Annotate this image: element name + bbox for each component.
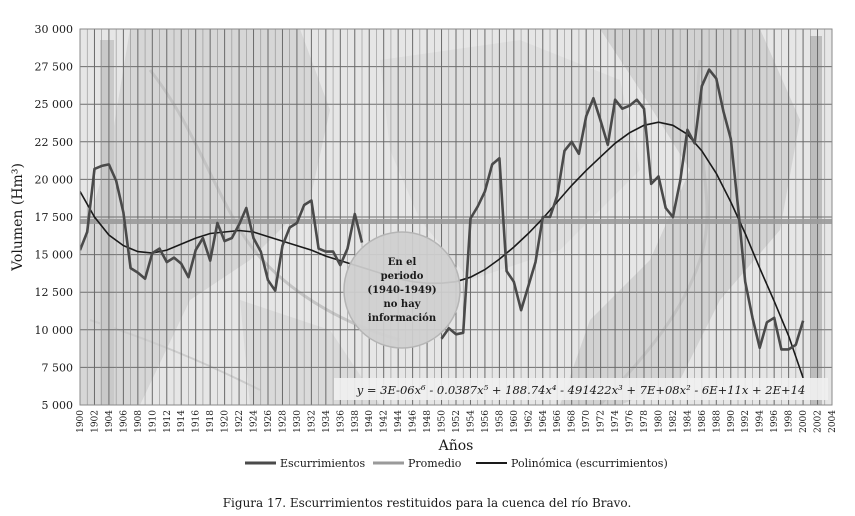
x-tick-label: 1914 bbox=[177, 410, 187, 433]
x-tick-label: 1906 bbox=[119, 410, 129, 433]
y-tick-label: 25 000 bbox=[35, 98, 74, 111]
y-tick-label: 5 000 bbox=[42, 399, 74, 412]
figure-caption: Figura 17. Escurrimientos restituidos pa… bbox=[223, 496, 632, 510]
x-tick-label: 1992 bbox=[741, 410, 751, 433]
x-tick-label: 1936 bbox=[336, 410, 346, 433]
y-tick-label: 27 500 bbox=[35, 61, 74, 74]
x-tick-label: 1940 bbox=[365, 410, 375, 433]
x-tick-label: 1938 bbox=[351, 410, 361, 433]
x-tick-label: 1942 bbox=[380, 410, 390, 433]
x-tick-label: 1970 bbox=[582, 410, 592, 433]
annotation-line-3: (1940-1949) bbox=[367, 285, 436, 296]
x-tick-label: 1976 bbox=[626, 410, 636, 433]
x-tick-label: 1944 bbox=[394, 410, 404, 433]
x-tick-label: 1972 bbox=[597, 410, 607, 433]
annotation-line-5: información bbox=[368, 313, 437, 324]
x-tick-label: 1910 bbox=[148, 410, 158, 433]
no-data-circle bbox=[343, 231, 461, 349]
x-axis-ticks: 1900 1902 1904 1906 1908 1910 1912 1914 1916 1918… bbox=[76, 410, 838, 433]
x-tick-label: 1916 bbox=[192, 410, 202, 433]
x-tick-label: 1932 bbox=[307, 410, 317, 433]
annotation-line-4: no hay bbox=[384, 299, 422, 310]
y-axis-title: Volumen (Hm³) bbox=[10, 163, 26, 272]
x-tick-label: 1930 bbox=[293, 410, 303, 433]
y-tick-label: 20 000 bbox=[35, 173, 74, 186]
y-tick-label: 30 000 bbox=[35, 23, 74, 36]
no-data-annotation: En el periodo (1940-1949) no hay informa… bbox=[343, 231, 461, 349]
trendline-equation: y = 3E-06x⁶ - 0.0387x⁵ + 188.74x⁴ - 4914… bbox=[356, 383, 806, 397]
annotation-line-1: En el bbox=[388, 257, 417, 268]
x-tick-label: 1986 bbox=[698, 410, 708, 433]
x-tick-label: 1962 bbox=[524, 410, 534, 433]
equation-box bbox=[334, 378, 828, 400]
x-tick-label: 1956 bbox=[481, 410, 491, 433]
x-tick-label: 1922 bbox=[235, 410, 245, 433]
x-tick-label: 1980 bbox=[654, 410, 664, 433]
x-tick-label: 1978 bbox=[640, 410, 650, 433]
x-tick-label: 2000 bbox=[799, 410, 809, 433]
x-tick-label: 1988 bbox=[712, 410, 722, 433]
y-tick-label: 7 500 bbox=[42, 361, 74, 374]
x-tick-label: 1990 bbox=[727, 410, 737, 433]
legend-label-promedio: Promedio bbox=[408, 457, 462, 470]
x-tick-label: 1912 bbox=[163, 410, 173, 433]
x-tick-label: 1982 bbox=[669, 410, 679, 433]
x-tick-label: 1918 bbox=[206, 410, 216, 433]
x-tick-label: 1904 bbox=[105, 410, 115, 433]
y-tick-label: 17 500 bbox=[35, 211, 74, 224]
y-tick-label: 10 000 bbox=[35, 324, 74, 337]
x-tick-label: 1934 bbox=[322, 410, 332, 433]
x-tick-label: 1946 bbox=[409, 410, 419, 433]
x-tick-label: 1968 bbox=[568, 410, 578, 433]
x-tick-label: 2004 bbox=[828, 410, 838, 433]
series-escurrimientos-line-segment-1 bbox=[80, 163, 364, 293]
y-tick-label: 12 500 bbox=[35, 286, 74, 299]
x-tick-label: 1998 bbox=[785, 410, 795, 433]
x-tick-label: 1964 bbox=[539, 410, 549, 433]
legend-label-escurrimientos: Escurrimientos bbox=[280, 457, 366, 470]
x-tick-label: 1908 bbox=[134, 410, 144, 433]
x-tick-label: 1954 bbox=[466, 410, 476, 433]
x-tick-label: 1966 bbox=[553, 410, 563, 433]
plot-frame bbox=[79, 28, 833, 406]
x-tick-label: 2002 bbox=[814, 410, 824, 433]
series-escurrimientos-line-segment-2 bbox=[440, 68, 805, 351]
x-tick-label: 1994 bbox=[756, 410, 766, 433]
x-tick-label: 1958 bbox=[495, 410, 505, 433]
x-tick-label: 1926 bbox=[264, 410, 274, 433]
legend-label-polinomica: Polinómica (escurrimientos) bbox=[511, 457, 668, 470]
y-tick-label: 22 500 bbox=[35, 136, 74, 149]
x-tick-label: 1920 bbox=[221, 410, 231, 433]
series-layer bbox=[80, 68, 832, 379]
x-axis-title: Años bbox=[438, 438, 474, 454]
x-tick-label: 1974 bbox=[611, 410, 621, 433]
x-tick-label: 1952 bbox=[452, 410, 462, 433]
x-tick-label: 1984 bbox=[683, 410, 693, 433]
x-tick-label: 1902 bbox=[90, 410, 100, 433]
x-tick-label: 1960 bbox=[510, 410, 520, 433]
x-tick-label: 1924 bbox=[250, 410, 260, 433]
annotation-line-2: periodo bbox=[381, 271, 424, 282]
legend: Escurrimientos Promedio Polinómica (escu… bbox=[245, 457, 668, 470]
y-axis-ticks: 5 000 7 500 10 000 12 500 15 000 17 500 20 000… bbox=[35, 23, 74, 412]
x-tick-label: 1996 bbox=[770, 410, 780, 433]
x-tick-label: 1948 bbox=[423, 410, 433, 433]
y-tick-label: 15 000 bbox=[35, 249, 74, 262]
x-tick-label: 1928 bbox=[278, 410, 288, 433]
x-tick-label: 1900 bbox=[76, 410, 86, 433]
x-tick-label: 1950 bbox=[438, 410, 448, 433]
